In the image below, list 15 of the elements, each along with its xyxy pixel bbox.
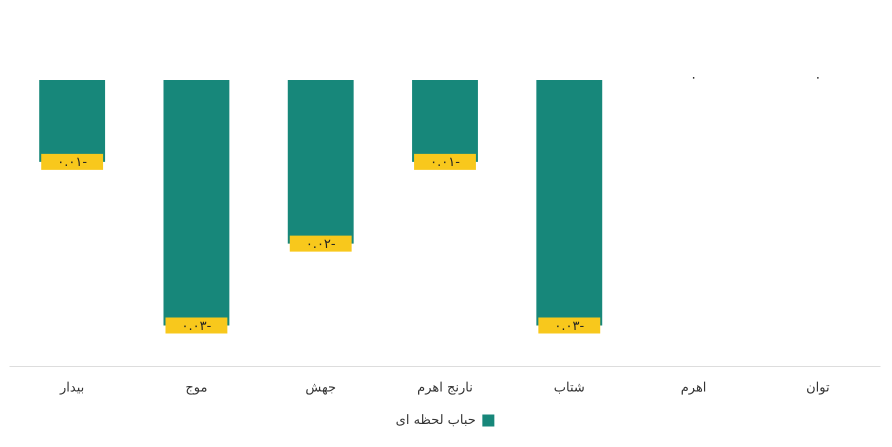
x-tick-label: شتاب bbox=[554, 380, 585, 396]
legend-label: حباب لحظه ای bbox=[396, 412, 476, 428]
x-tick-label: اهرم bbox=[680, 380, 706, 396]
data-label: ۰ bbox=[814, 70, 822, 86]
data-label: -۰.۰۱ bbox=[430, 155, 460, 170]
x-tick-label: توان bbox=[806, 380, 830, 396]
data-label: -۰.۰۲ bbox=[306, 237, 336, 252]
data-label: -۰.۰۱ bbox=[57, 155, 88, 170]
x-tick-label: جهش bbox=[305, 380, 336, 396]
data-label: -۰.۰۳ bbox=[554, 318, 584, 334]
data-label: ۰ bbox=[690, 70, 698, 86]
x-tick-label: موج bbox=[185, 380, 208, 396]
x-tick-label: نارنج اهرم bbox=[417, 380, 473, 396]
data-label: -۰.۰۳ bbox=[182, 318, 212, 334]
x-tick-label: بیدار bbox=[59, 380, 84, 396]
